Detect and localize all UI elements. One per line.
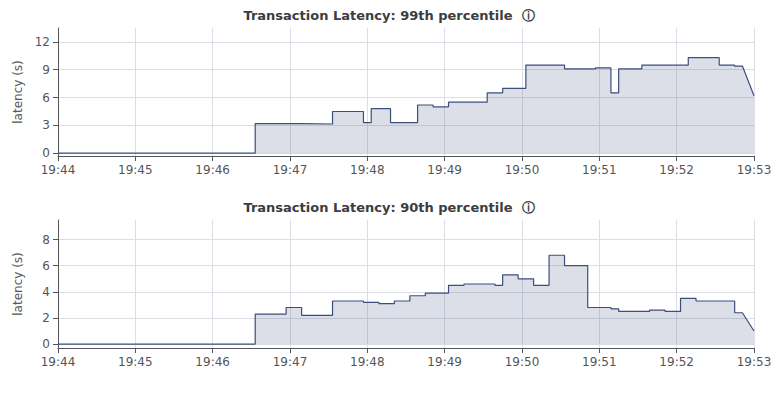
svg-text:19:49: 19:49: [427, 355, 462, 369]
svg-text:19:47: 19:47: [273, 163, 308, 177]
svg-text:19:53: 19:53: [737, 163, 772, 177]
svg-text:12: 12: [35, 35, 50, 49]
svg-text:19:45: 19:45: [118, 355, 153, 369]
svg-text:4: 4: [42, 285, 50, 299]
svg-text:8: 8: [42, 233, 50, 247]
svg-text:19:52: 19:52: [659, 355, 694, 369]
svg-text:19:52: 19:52: [659, 163, 694, 177]
svg-text:19:46: 19:46: [195, 355, 230, 369]
svg-text:19:48: 19:48: [350, 355, 385, 369]
svg-text:Transaction Latency: 90th perc: Transaction Latency: 90th percentile ⓘ: [243, 200, 534, 215]
svg-text:Transaction Latency: 99th perc: Transaction Latency: 99th percentile ⓘ: [243, 8, 534, 23]
svg-text:19:53: 19:53: [737, 355, 772, 369]
svg-text:19:50: 19:50: [505, 355, 540, 369]
svg-text:19:51: 19:51: [582, 163, 617, 177]
svg-text:latency (s): latency (s): [11, 252, 25, 316]
svg-text:0: 0: [42, 337, 50, 351]
svg-text:19:44: 19:44: [41, 355, 76, 369]
svg-text:latency (s): latency (s): [11, 60, 25, 124]
svg-text:19:50: 19:50: [505, 163, 540, 177]
svg-text:2: 2: [42, 311, 50, 325]
svg-text:19:51: 19:51: [582, 355, 617, 369]
svg-text:9: 9: [42, 63, 50, 77]
svg-text:19:48: 19:48: [350, 163, 385, 177]
svg-text:19:47: 19:47: [273, 355, 308, 369]
svg-text:0: 0: [42, 146, 50, 160]
svg-text:6: 6: [42, 91, 50, 105]
svg-text:19:46: 19:46: [195, 163, 230, 177]
svg-text:6: 6: [42, 259, 50, 273]
svg-text:19:49: 19:49: [427, 163, 462, 177]
svg-text:3: 3: [42, 118, 50, 132]
svg-text:19:44: 19:44: [41, 163, 76, 177]
svg-text:19:45: 19:45: [118, 163, 153, 177]
